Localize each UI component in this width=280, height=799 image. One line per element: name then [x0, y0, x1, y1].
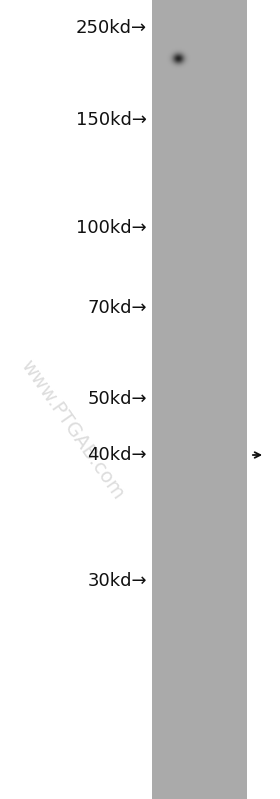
Text: 50kd→: 50kd→: [87, 390, 147, 408]
Text: 250kd→: 250kd→: [76, 19, 147, 37]
Text: 150kd→: 150kd→: [76, 111, 147, 129]
Text: 30kd→: 30kd→: [87, 572, 147, 590]
Text: 40kd→: 40kd→: [87, 446, 147, 464]
Bar: [152, 0, 247, 799]
Text: 70kd→: 70kd→: [87, 299, 147, 317]
Text: www.PTGAB.com: www.PTGAB.com: [17, 356, 127, 503]
Text: 100kd→: 100kd→: [76, 219, 147, 237]
